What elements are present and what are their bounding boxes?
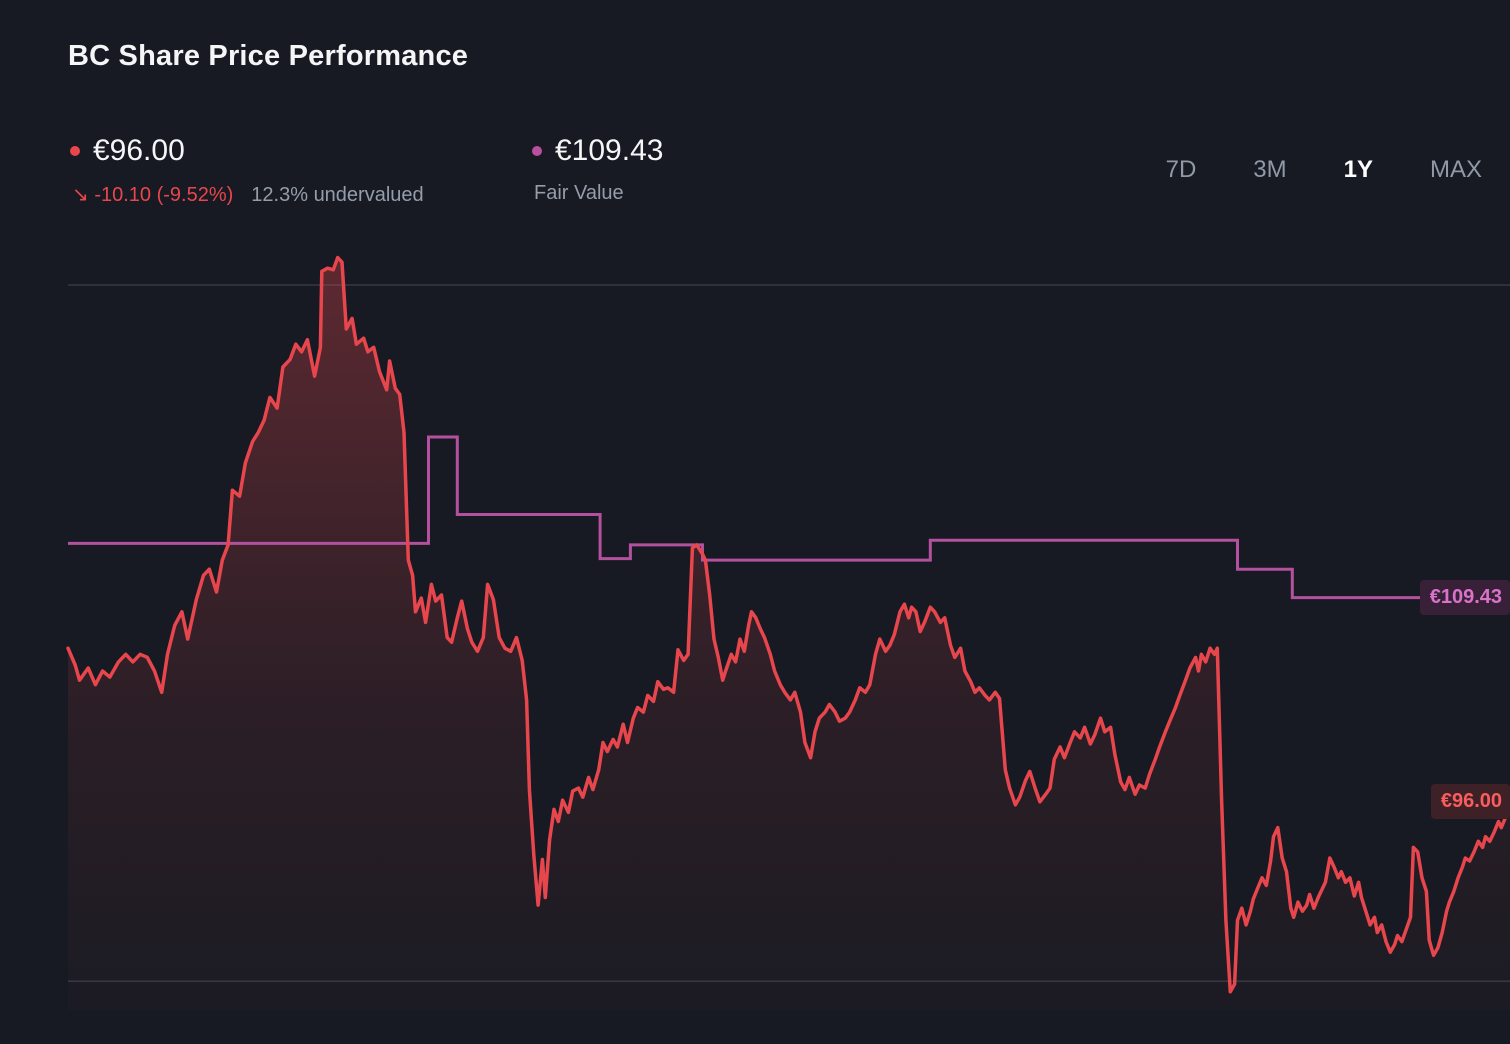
price-change-text: -10.10 (-9.52%) bbox=[94, 184, 234, 206]
current-price-legend: €96.00 ↘ -10.10 (-9.52%) 12.3% undervalu… bbox=[70, 134, 424, 207]
fair-value-price-tag: €109.43 bbox=[1419, 580, 1510, 615]
fair-value-legend: €109.43 Fair Value bbox=[532, 134, 663, 205]
range-button-3m[interactable]: 3M bbox=[1253, 156, 1287, 183]
range-button-7d[interactable]: 7D bbox=[1165, 156, 1197, 183]
current-price-dot-icon bbox=[70, 146, 80, 156]
fair-value-label: Fair Value bbox=[534, 182, 624, 204]
page-title: BC Share Price Performance bbox=[68, 40, 469, 72]
range-button-max[interactable]: MAX bbox=[1429, 156, 1482, 183]
range-selector: 7D 3M 1Y MAX bbox=[1166, 156, 1482, 184]
undervalued-label: 12.3% undervalued bbox=[251, 184, 424, 206]
down-right-arrow-icon: ↘ bbox=[72, 184, 89, 206]
price-change: ↘ -10.10 (-9.52%) bbox=[72, 182, 233, 207]
fair-value-value: €109.43 bbox=[555, 134, 664, 167]
fair-value-dot-icon bbox=[532, 146, 542, 156]
current-price-value: €96.00 bbox=[93, 134, 185, 167]
current-price-tag: €96.00 bbox=[1430, 784, 1510, 819]
range-button-1y[interactable]: 1Y bbox=[1343, 156, 1373, 183]
